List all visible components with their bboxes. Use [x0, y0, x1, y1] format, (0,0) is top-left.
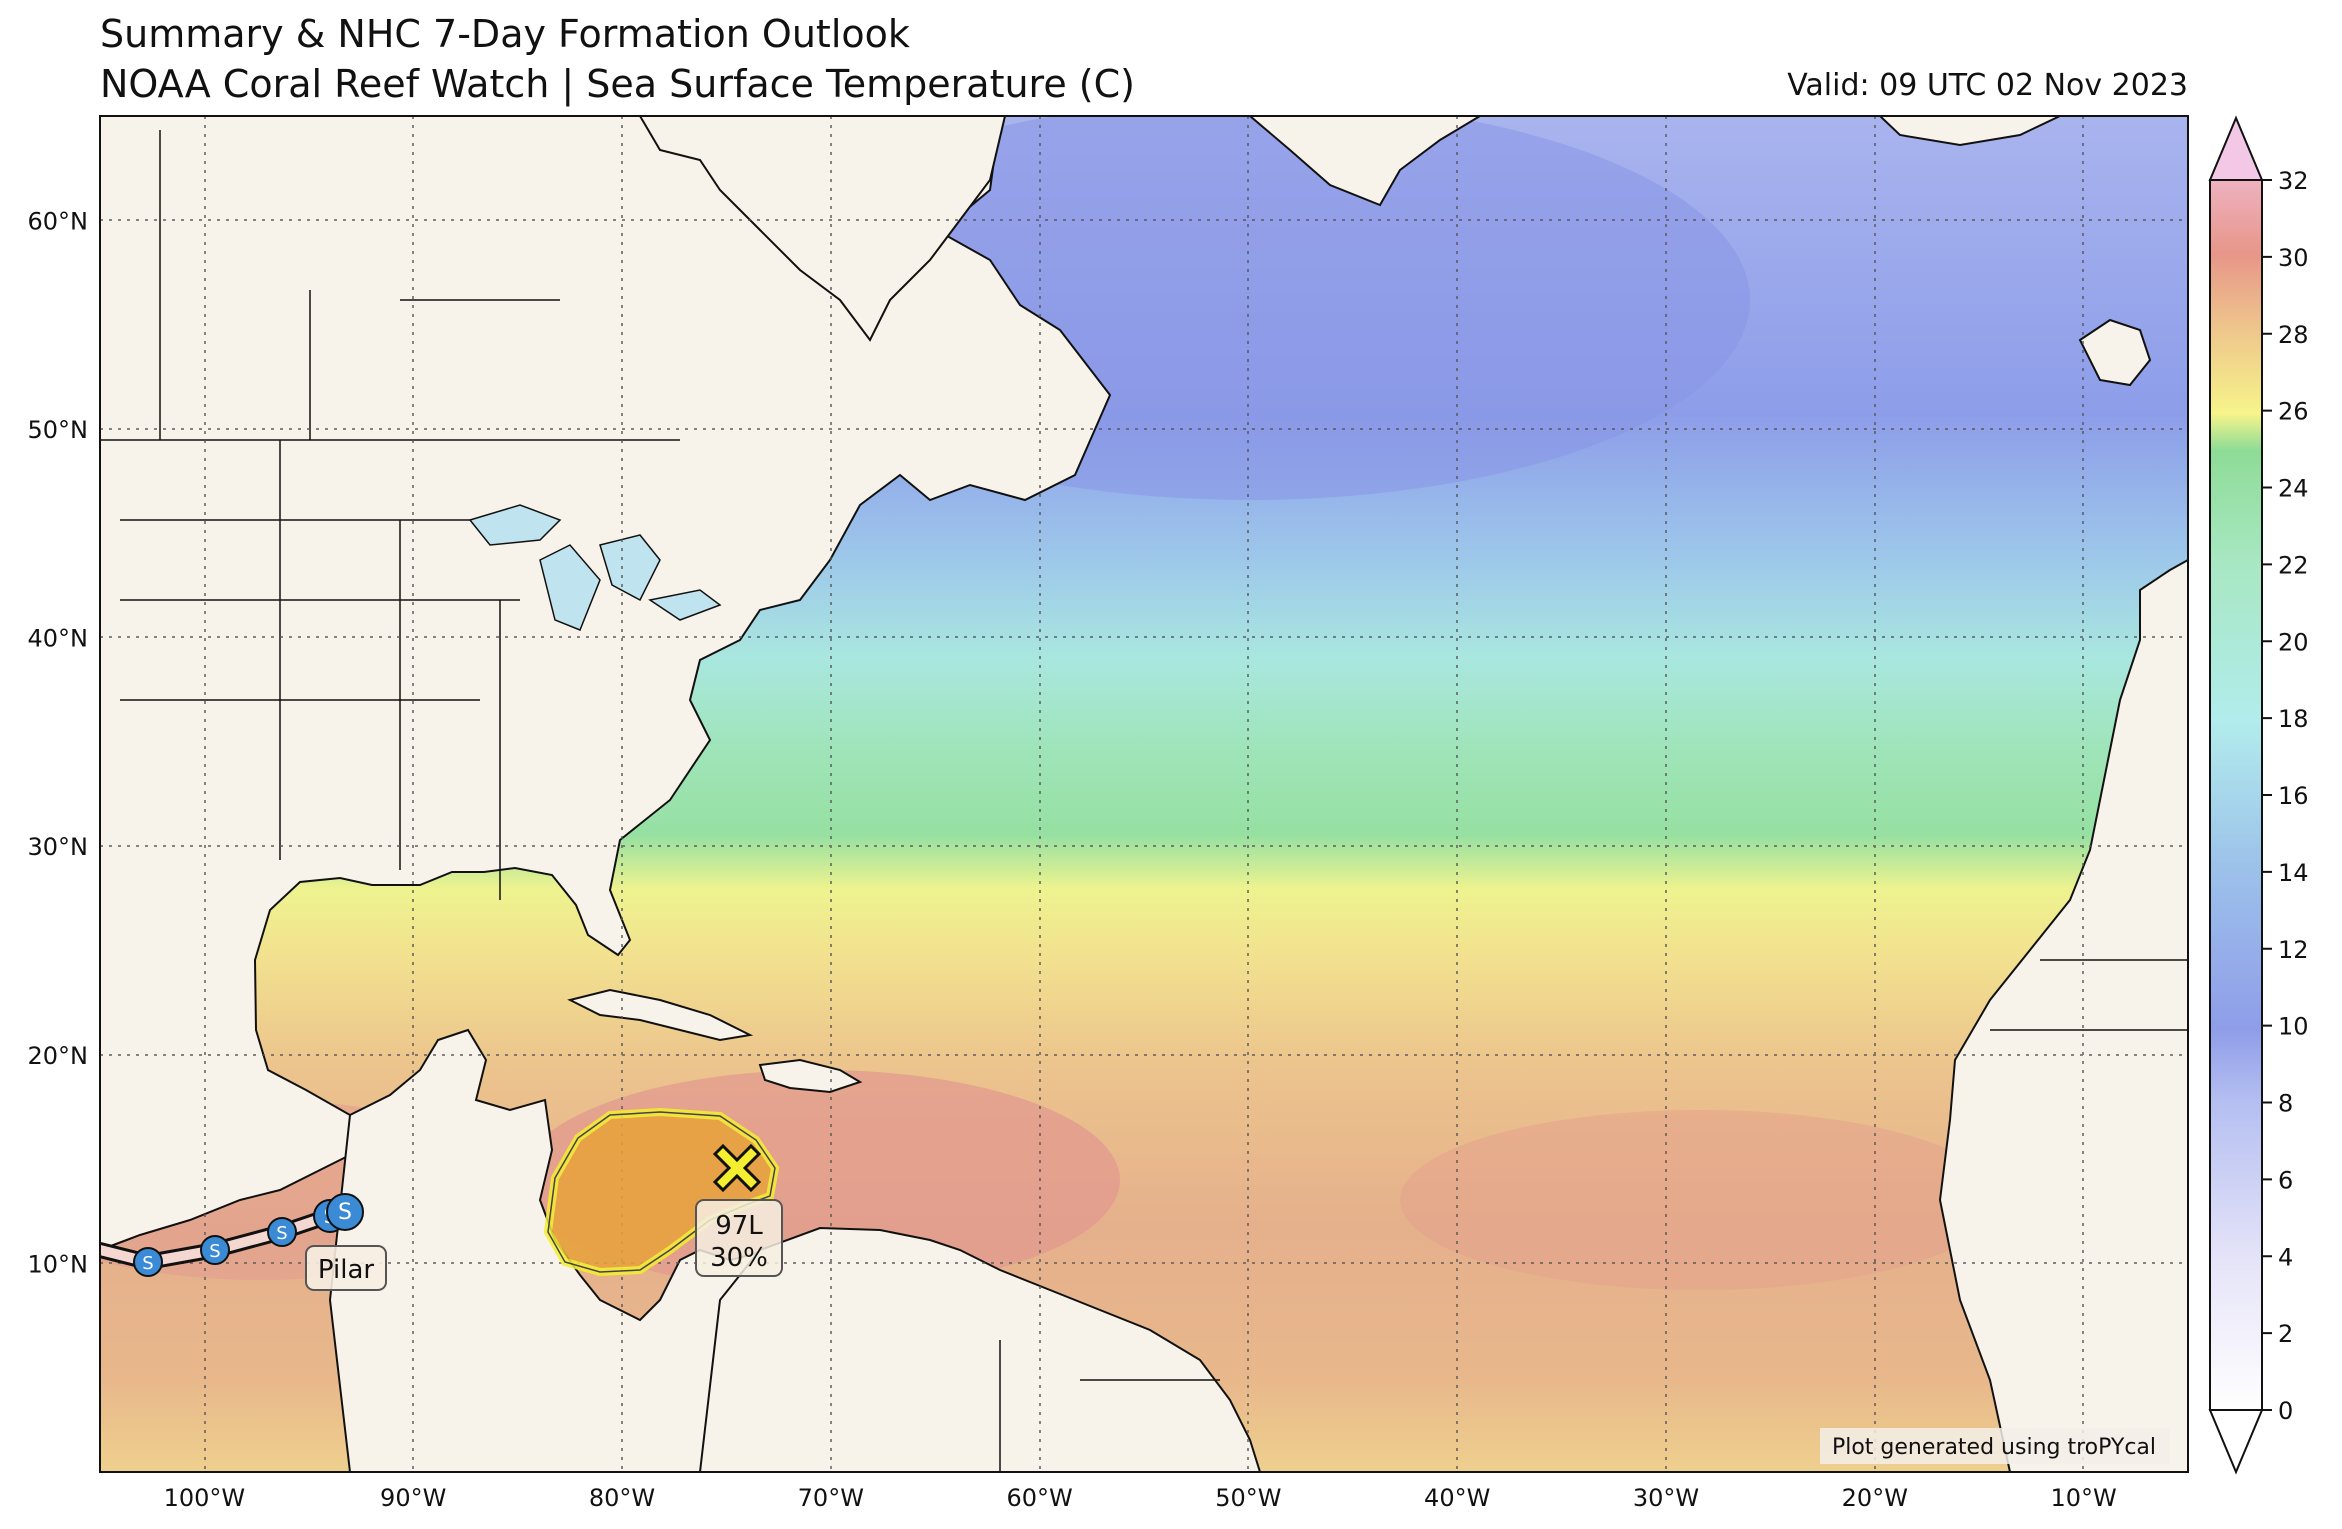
map-title-line1: Summary & NHC 7-Day Formation Outlook — [100, 12, 910, 56]
lon-label: 100°W — [164, 1484, 246, 1512]
colorbar-tick-label: 8 — [2278, 1090, 2293, 1118]
colorbar-tick-label: 0 — [2278, 1397, 2293, 1425]
storm-point: S — [200, 1235, 230, 1265]
colorbar-tick-label: 22 — [2278, 551, 2309, 579]
lon-label: 90°W — [380, 1484, 446, 1512]
lat-label: 30°N — [28, 833, 89, 861]
lat-label: 60°N — [28, 207, 89, 235]
colorbar-tick-label: 20 — [2278, 628, 2309, 656]
lon-label: 40°W — [1424, 1484, 1490, 1512]
outlook-marker-97L — [712, 1143, 762, 1193]
storm-label-pilar: Pilar — [305, 1245, 387, 1291]
colorbar-bottom-arrow — [2208, 1409, 2264, 1475]
baffin-greenland-land — [638, 116, 1007, 342]
colorbar-tick-label: 4 — [2278, 1243, 2293, 1271]
storm-point: S — [267, 1217, 297, 1247]
lon-label: 60°W — [1006, 1484, 1072, 1512]
storm-point-symbol: S — [338, 1200, 352, 1225]
colorbar-tick-label: 2 — [2278, 1320, 2293, 1348]
lon-label: 10°W — [2050, 1484, 2116, 1512]
colorbar-tick-label: 10 — [2278, 1013, 2309, 1041]
cuba-land — [567, 988, 754, 1042]
storm-name: Pilar — [318, 1255, 374, 1285]
longitude-labels: 100°W 90°W 80°W 70°W 60°W 50°W 40°W 30°W 20°W 10°… — [164, 1484, 2117, 1512]
lat-lon-gridlines — [100, 116, 2188, 1472]
lat-label: 50°N — [28, 416, 89, 444]
lat-label: 20°N — [28, 1042, 89, 1070]
storm-point: S — [133, 1247, 163, 1277]
storm-point: S — [326, 1193, 364, 1231]
storm-point-symbol: S — [276, 1223, 287, 1244]
colorbar-tick-label: 16 — [2278, 782, 2309, 810]
map-frame — [99, 115, 2189, 1473]
colorbar-tick-label: 14 — [2278, 859, 2309, 887]
lon-label: 20°W — [1842, 1484, 1908, 1512]
storm-points: SSSSS — [133, 1193, 364, 1277]
colorbar-top-arrow — [2208, 115, 2264, 181]
outlook-area-97L-outline — [547, 1111, 776, 1273]
colorbar-tick-label: 28 — [2278, 321, 2309, 349]
greenland-land — [1248, 116, 1482, 207]
lat-label: 40°N — [28, 625, 89, 653]
colorbar-tick-label: 18 — [2278, 705, 2309, 733]
outlook-label-97L: 97L 30% — [695, 1199, 783, 1277]
latitude-labels: 60°N 50°N 40°N 30°N 20°N 10°N — [28, 207, 89, 1278]
lon-label: 30°W — [1633, 1484, 1699, 1512]
warm-sst-atlantic — [1400, 1110, 2000, 1290]
storm-point-symbol: S — [209, 1241, 220, 1262]
valid-time: Valid: 09 UTC 02 Nov 2023 — [1787, 68, 2188, 103]
hispaniola-land — [758, 1058, 863, 1094]
political-boundaries — [100, 130, 2188, 1472]
lat-label: 10°N — [28, 1250, 89, 1278]
lon-label: 80°W — [589, 1484, 655, 1512]
great-lakes — [468, 504, 722, 631]
south-america-land — [698, 1226, 1262, 1472]
colorbar-tick-label: 6 — [2278, 1166, 2293, 1194]
lon-label: 70°W — [798, 1484, 864, 1512]
colorbar-tick-label: 24 — [2278, 475, 2309, 503]
land-masses — [100, 116, 2188, 1472]
outlook-probability: 30% — [710, 1243, 768, 1273]
uk-ireland-land — [2078, 318, 2152, 387]
colorbar-tick-label: 12 — [2278, 936, 2309, 964]
credit-box: Plot generated using troPYcal — [1820, 1428, 2170, 1464]
credit-text: Plot generated using troPYcal — [1832, 1435, 2156, 1460]
iceland-land — [1878, 116, 2061, 147]
europe-africa-land — [1938, 116, 2188, 1472]
outlook-id: 97L — [715, 1211, 763, 1241]
lon-label: 50°W — [1215, 1484, 1281, 1512]
colorbar-tick-label: 30 — [2278, 244, 2309, 272]
colorbar-gradient — [2209, 179, 2263, 1411]
storm-point-symbol: S — [142, 1253, 153, 1274]
colorbar-tick-label: 32 — [2278, 167, 2309, 195]
map-title-line2: NOAA Coral Reef Watch | Sea Surface Temp… — [100, 62, 1135, 106]
colorbar-tick-label: 26 — [2278, 398, 2309, 426]
